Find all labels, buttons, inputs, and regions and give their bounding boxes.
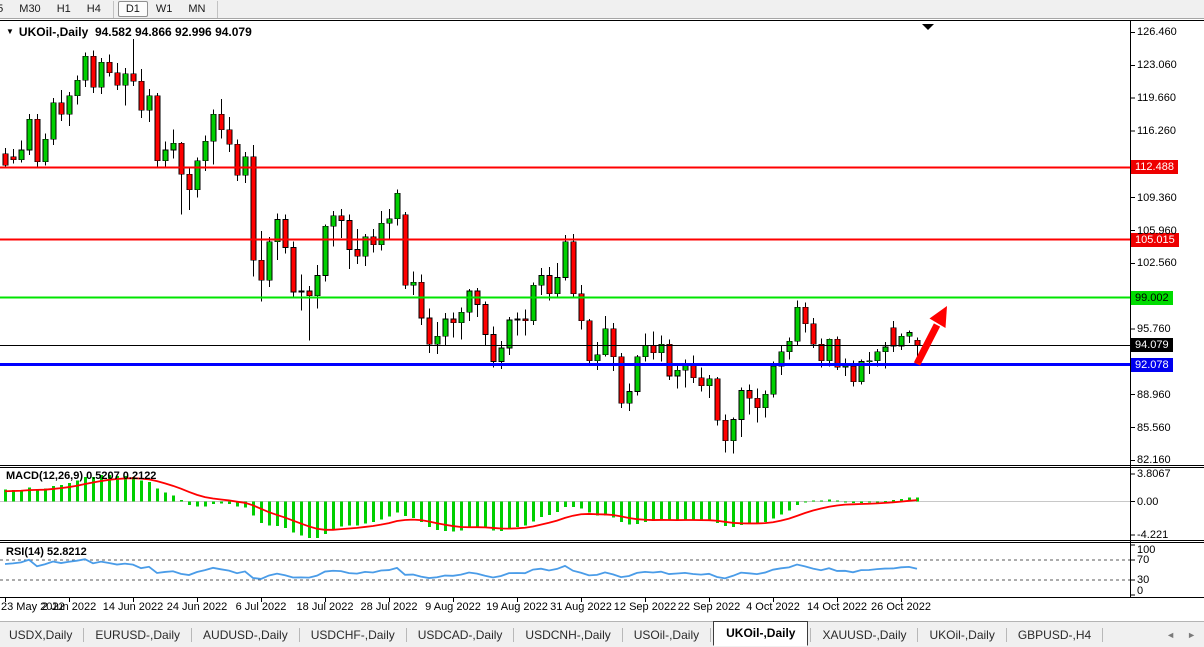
date-label-112: 26 Oct 2022 (871, 601, 931, 613)
tab-usdchf-daily-3[interactable]: USDCHF-,Daily (310, 627, 395, 642)
rsi-axis-label-0: 0 (1137, 585, 1144, 597)
rsi-axis-label-70: 70 (1137, 554, 1150, 566)
date-label-56: 9 Aug 2022 (425, 601, 481, 613)
scroll-left-icon[interactable]: ◄ (1166, 629, 1176, 640)
scroll-right-icon[interactable]: ► (1187, 629, 1196, 640)
timeframe-button-m5[interactable]: M5 (0, 1, 11, 17)
symbol-tab-bar: USDX,Daily EURUSD-,Daily AUDUSD-,Daily USDC… (0, 621, 1204, 647)
tab-separator (298, 627, 300, 642)
candlestick-series (2, 38, 921, 454)
timeframe-toolbar: M5 M30 H1 H4 D1 W1 MN (0, 0, 1204, 19)
timeframe-button-m30[interactable]: M30 (19, 3, 41, 15)
chart-ohlc-values: 94.582 94.866 92.996 94.079 (94, 25, 252, 39)
tab-separator (710, 627, 712, 642)
tab-eurusd-daily-1[interactable]: EURUSD-,Daily (95, 627, 181, 642)
tab-usdx-daily-0[interactable]: USDX,Daily (9, 627, 73, 642)
chart-title: ▼ UKOil-,Daily 94.582 94.866 92.996 94.07… (6, 25, 252, 39)
date-label-80: 12 Sep 2022 (613, 601, 677, 613)
date-label-104: 14 Oct 2022 (807, 601, 867, 613)
date-label-40: 18 Jul 2022 (296, 601, 354, 613)
chevron-down-icon: ▼ (6, 27, 14, 36)
timeframe-button-h1[interactable]: H1 (56, 3, 71, 15)
tab-separator (917, 627, 919, 642)
tab-gbpusd-h4-10[interactable]: GBPUSD-,H4 (1017, 627, 1092, 642)
price-level-label-99.002: 99.002 (1131, 290, 1173, 305)
timeframe-button-h4[interactable]: H4 (86, 3, 101, 15)
macd-axis-label-3.8067: 3.8067 (1137, 468, 1171, 480)
tab-usoil-daily-6[interactable]: USOil-,Daily (633, 627, 700, 642)
toolbar-separator (112, 0, 114, 18)
price-level-label-94.079: 94.079 (1131, 338, 1173, 353)
tab-separator (405, 627, 407, 642)
date-label-88: 22 Sep 2022 (677, 601, 741, 613)
rsi-axis-label-30: 30 (1137, 574, 1150, 586)
rsi-indicator-label: RSI(14) 52.8212 (6, 546, 87, 558)
rsi-line (4, 558, 918, 580)
tab-separator (513, 627, 515, 642)
price-axis-tick-126.460: 126.460 (1137, 26, 1177, 39)
date-label-48: 28 Jul 2022 (360, 601, 418, 613)
tab-ukoil-daily-9[interactable]: UKOil-,Daily (929, 627, 995, 642)
chart-canvas[interactable] (0, 0, 1204, 621)
trend-arrow-icon[interactable] (913, 306, 947, 366)
date-label-32: 6 Jul 2022 (235, 601, 287, 613)
date-label-0: 23 May 2022 (1, 601, 65, 613)
tab-separator (621, 627, 623, 642)
price-axis-tick-123.060: 123.060 (1137, 59, 1177, 72)
macd-axis-label-0.00: 0.00 (1137, 495, 1159, 508)
price-level-label-92.078: 92.078 (1131, 357, 1173, 372)
price-axis-tick-88.960: 88.960 (1137, 388, 1171, 401)
timeframe-button-w1[interactable]: W1 (155, 3, 173, 15)
price-axis-tick-105.960: 105.960 (1137, 224, 1177, 237)
tab-separator (810, 627, 812, 642)
chart-shift-marker-icon (922, 24, 934, 30)
price-level-label-105.015: 105.015 (1131, 232, 1179, 247)
date-label-64: 19 Aug 2022 (486, 601, 548, 613)
tab-scroll-arrows: ◄ ► (1166, 630, 1196, 640)
price-axis-tick-82.160: 82.160 (1137, 454, 1171, 467)
macd-indicator-label: MACD(12,26,9) 0.5207 0.2122 (6, 470, 157, 482)
toolbar-separator (217, 0, 219, 18)
price-axis-tick-109.360: 109.360 (1137, 191, 1177, 204)
price-axis-tick-95.760: 95.760 (1137, 323, 1171, 336)
tab-usdcnh-daily-5[interactable]: USDCNH-,Daily (525, 627, 611, 642)
chart-symbol: UKOil-,Daily (18, 25, 89, 39)
tab-ukoil-daily-7[interactable]: UKOil-,Daily (713, 621, 809, 646)
date-label-72: 31 Aug 2022 (550, 601, 612, 613)
date-label-16: 14 Jun 2022 (102, 601, 164, 613)
price-chart[interactable]: ▼ UKOil-,Daily 94.582 94.866 92.996 94.07… (0, 0, 1204, 621)
date-label-24: 24 Jun 2022 (166, 601, 228, 613)
tab-usdcad-daily-4[interactable]: USDCAD-,Daily (417, 627, 503, 642)
tab-xauusd-daily-8[interactable]: XAUUSD-,Daily (822, 627, 907, 642)
macd-signal-line (4, 477, 918, 531)
macd-histogram (4, 474, 919, 539)
timeframe-button-mn[interactable]: MN (188, 3, 206, 15)
price-level-label-112.488: 112.488 (1131, 160, 1178, 175)
date-label-96: 4 Oct 2022 (746, 601, 800, 613)
price-axis-tick-116.260: 116.260 (1137, 125, 1176, 138)
tab-separator (191, 627, 193, 642)
price-axis-tick-119.660: 119.660 (1137, 92, 1176, 105)
date-label-8: 2 Jun 2022 (41, 601, 97, 613)
rsi-axis-label-100: 100 (1137, 544, 1156, 556)
tab-audusd-daily-2[interactable]: AUDUSD-,Daily (203, 627, 288, 642)
tab-separator (83, 627, 85, 642)
macd-axis-label--4.221: -4.221 (1137, 529, 1169, 541)
tab-separator (1102, 627, 1104, 642)
price-axis-tick-102.560: 102.560 (1137, 257, 1177, 270)
price-axis-tick-85.560: 85.560 (1137, 421, 1171, 434)
tab-separator (1005, 627, 1007, 642)
timeframe-button-d1[interactable]: D1 (117, 1, 148, 17)
